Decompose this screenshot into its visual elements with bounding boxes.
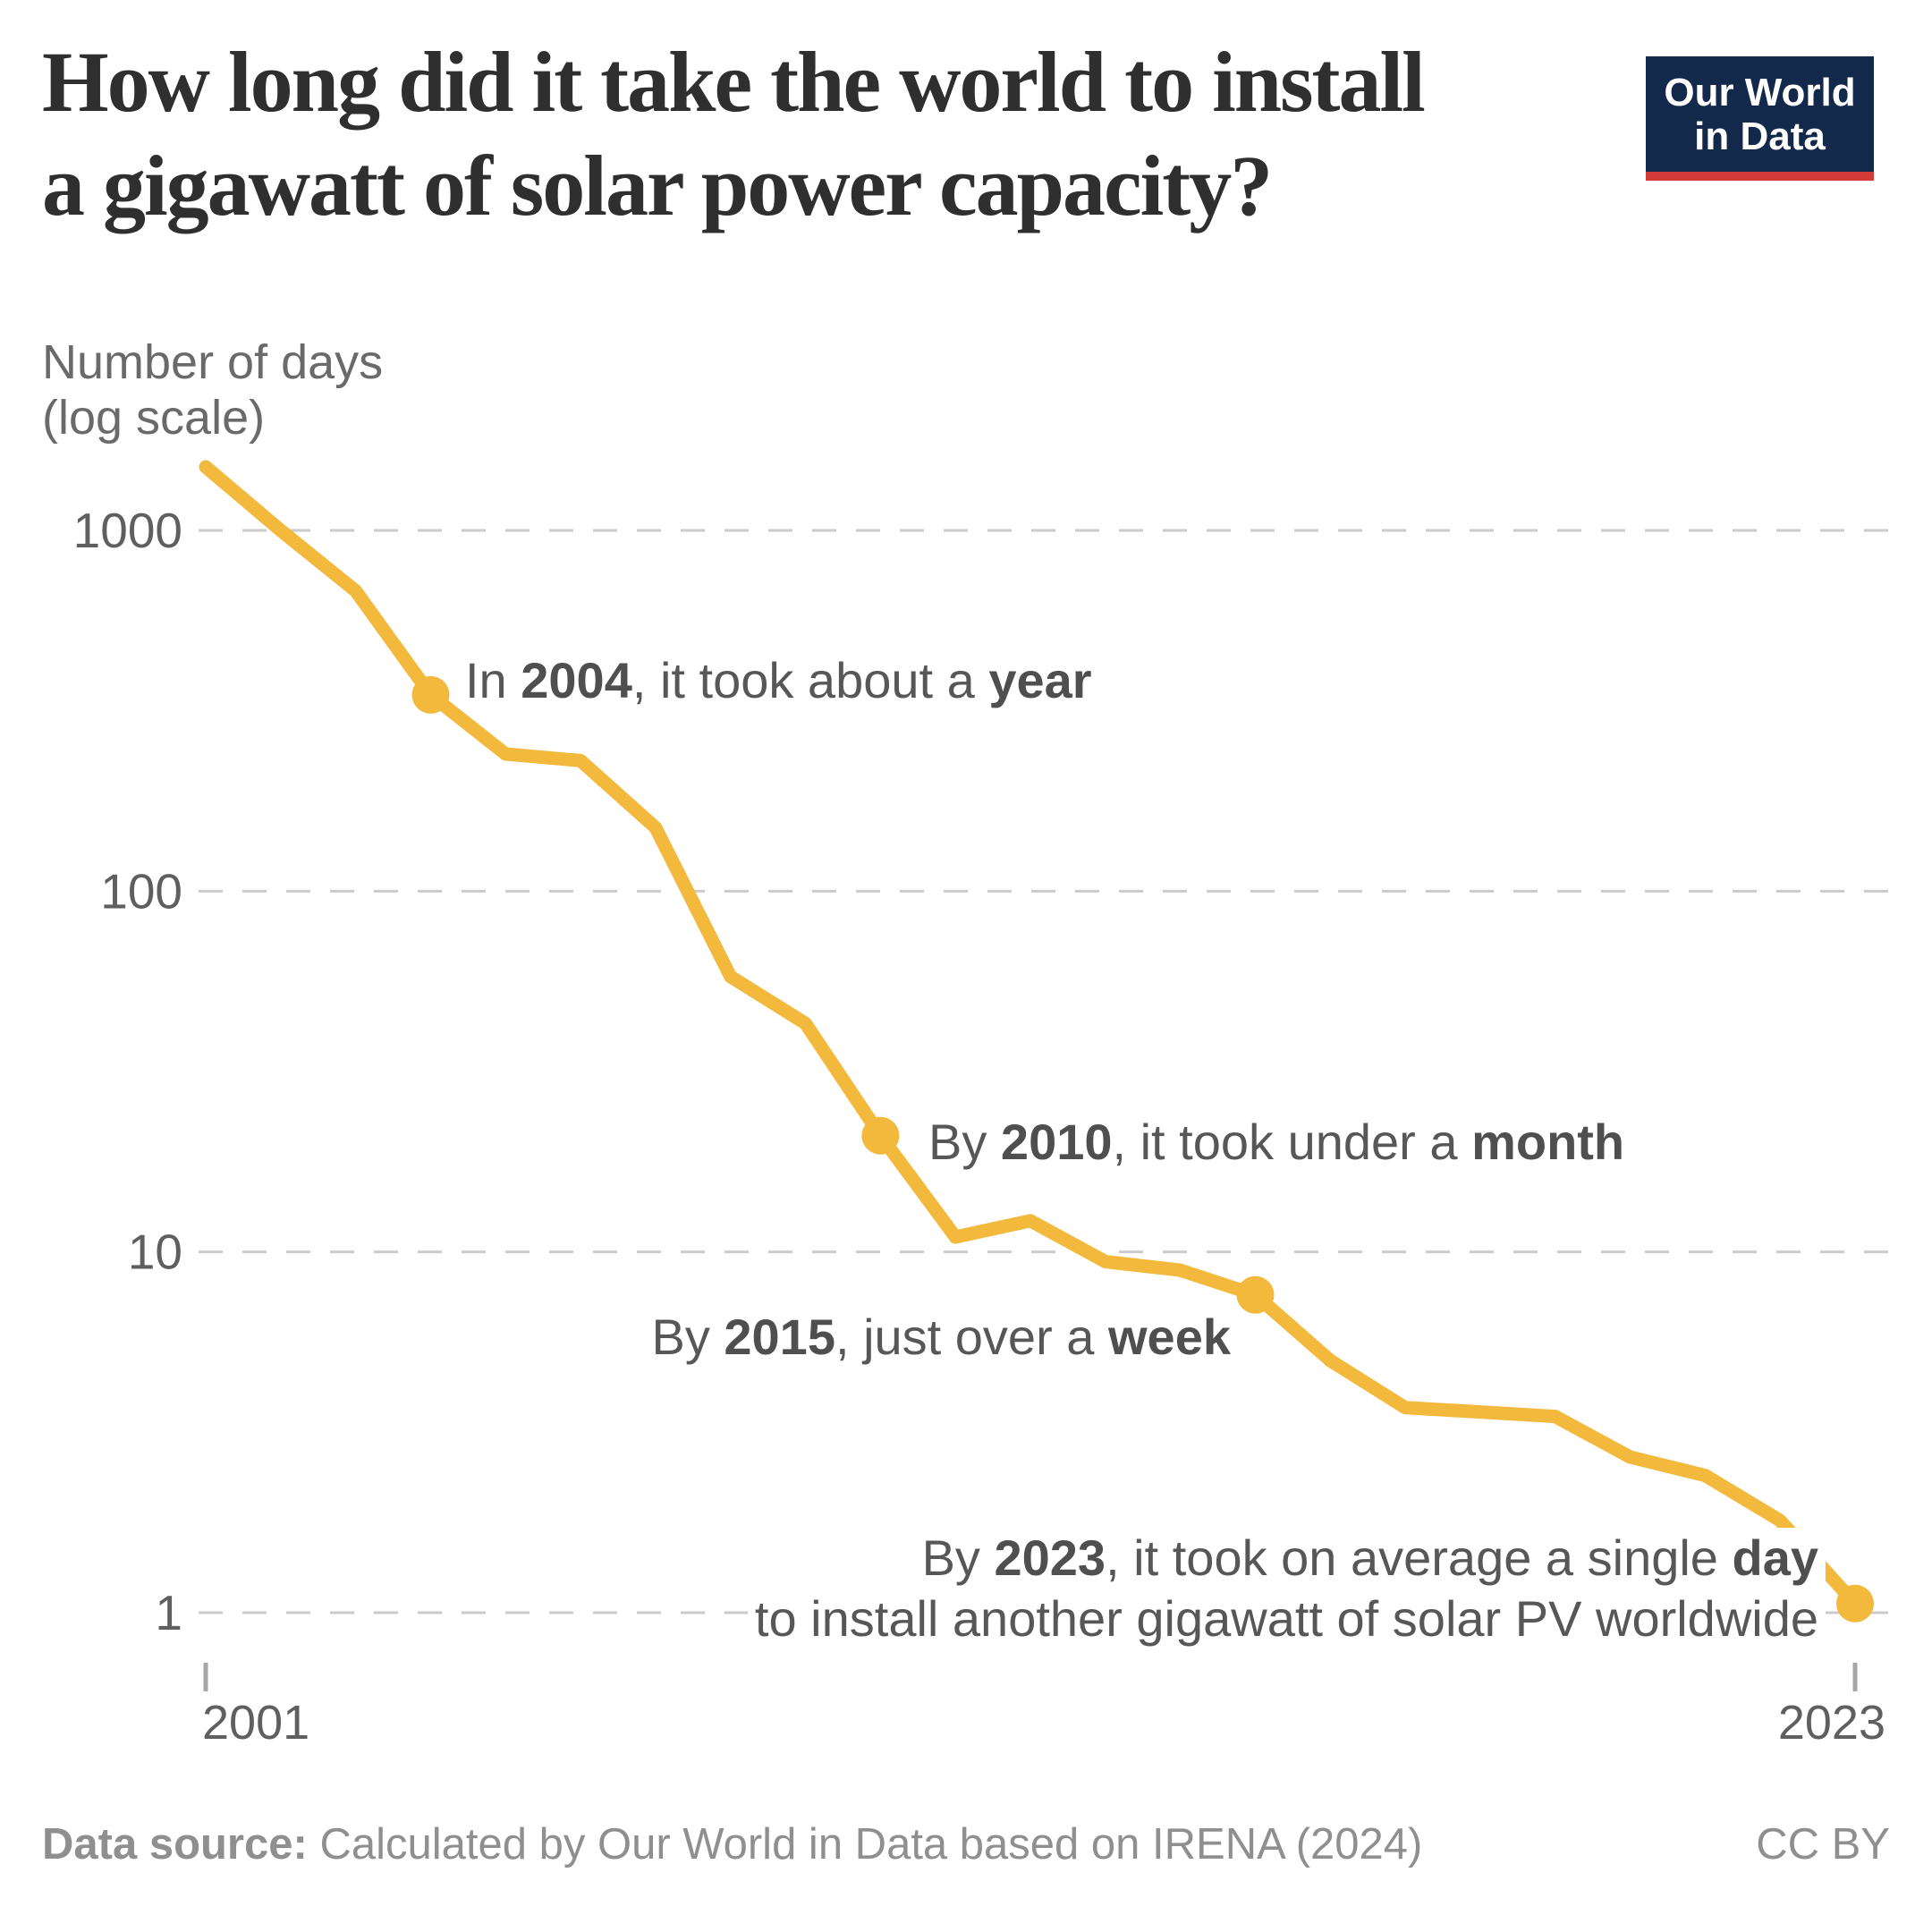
owid-logo-line2: in Data xyxy=(1694,114,1826,158)
footer: Data source: Calculated by Our World in … xyxy=(42,1819,1890,1869)
page-title: How long did it take the world to instal… xyxy=(42,30,1426,238)
data-point-2015 xyxy=(1236,1275,1275,1314)
y-tick-label-100: 100 xyxy=(100,863,182,919)
data-point-2023 xyxy=(1836,1584,1874,1623)
y-axis-unit-label: Number of days (log scale) xyxy=(42,335,383,445)
annotation-2023-line1: By 2023, it took on average a single day xyxy=(921,1530,1818,1586)
data-point-2004 xyxy=(411,675,450,714)
license-badge[interactable]: CC BY xyxy=(1756,1820,1890,1868)
x-tick-label-2023: 2023 xyxy=(1778,1696,1885,1750)
page-title-line2: a gigawatt of solar power capacity? xyxy=(42,138,1273,233)
data-source-label: Data source: xyxy=(42,1820,308,1868)
data-point-2010 xyxy=(861,1116,900,1155)
annotation-2010-text: By xyxy=(928,1114,1001,1170)
annotation-2023-line2: to install another gigawatt of solar PV … xyxy=(754,1590,1818,1647)
y-tick-label-1: 1 xyxy=(155,1585,182,1640)
page-title-line1: How long did it take the world to instal… xyxy=(42,34,1426,130)
data-source-text: Calculated by Our World in Data based on… xyxy=(307,1820,1423,1868)
owid-logo-line1: Our World xyxy=(1664,70,1856,114)
x-tick-label-2001: 2001 xyxy=(202,1696,309,1750)
y-tick-label-1000: 1000 xyxy=(73,503,182,558)
y-axis-unit-line2: (log scale) xyxy=(42,391,266,445)
annotation-2004: In 2004, it took about a year xyxy=(465,652,1092,708)
owid-logo[interactable]: Our World in Data xyxy=(1646,56,1874,181)
annotation-2023: By 2023, it took on average a single day… xyxy=(747,1528,1826,1649)
data-source-note: Data source: Calculated by Our World in … xyxy=(42,1819,1422,1869)
annotation-2010: By 2010, it took under a month xyxy=(928,1114,1625,1170)
annotation-2004-text: In xyxy=(465,652,521,708)
solar-install-time-line xyxy=(199,460,1862,1611)
y-tick-label-10: 10 xyxy=(128,1224,182,1280)
annotation-2015: By 2015, just over a week xyxy=(651,1309,1231,1365)
annotation-2015-text: By xyxy=(651,1309,724,1365)
y-axis-unit-line1: Number of days xyxy=(42,335,384,389)
